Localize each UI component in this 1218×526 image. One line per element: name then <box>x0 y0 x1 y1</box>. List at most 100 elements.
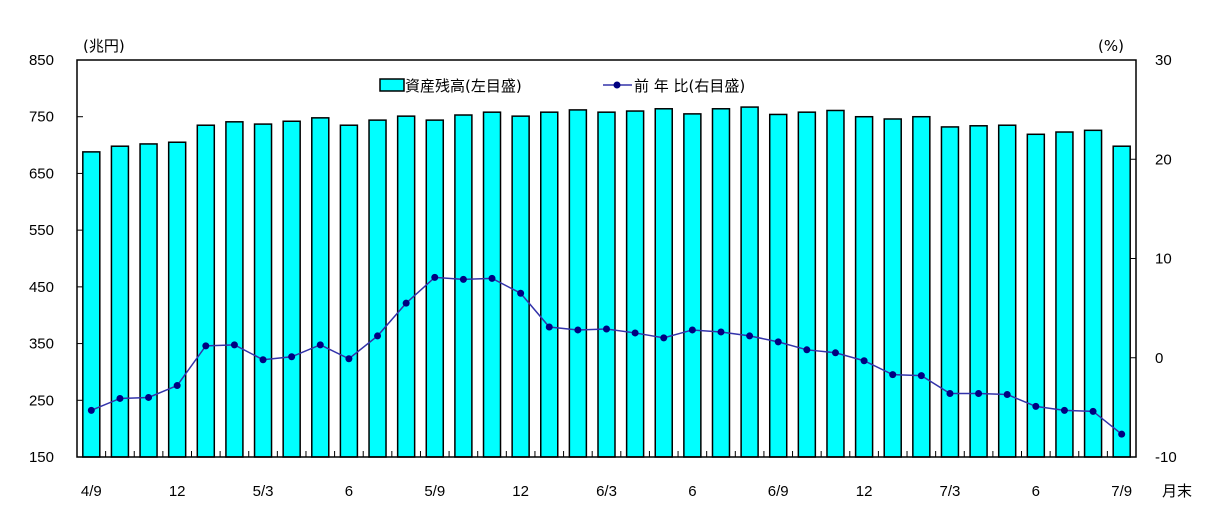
bar <box>1112 145 1131 458</box>
x-tick-label: 12 <box>512 483 529 500</box>
data-point <box>975 389 983 397</box>
bar <box>225 121 244 458</box>
data-point <box>202 342 210 350</box>
x-tick-label: 6/9 <box>768 483 789 500</box>
data-point <box>688 326 696 334</box>
bar <box>969 125 988 458</box>
legend-marker-icon <box>613 81 621 89</box>
x-axis-ticks <box>105 451 1108 457</box>
right-tick-label: 10 <box>1155 251 1172 268</box>
data-point <box>145 393 153 401</box>
legend-line-label: 前 年 比(右目盛) <box>634 77 745 95</box>
data-point <box>774 338 782 346</box>
bar <box>511 115 530 458</box>
x-tick-label: 12 <box>169 483 186 500</box>
bar <box>854 115 874 458</box>
data-point <box>803 346 811 354</box>
left-tick-label: 150 <box>29 449 54 466</box>
bar <box>110 145 130 458</box>
x-tick-label: 7/9 <box>1111 483 1132 500</box>
data-point <box>230 341 238 349</box>
right-y-axis: -10 0 10 20 30 <box>1130 52 1177 466</box>
x-tick-label: 6 <box>345 483 353 500</box>
data-point <box>402 299 410 307</box>
x-axis-labels: 4/9 12 5/3 6 5/9 12 6/3 6 6/9 12 7/3 6 7/9 <box>81 483 1132 500</box>
x-tick-label: 6 <box>1032 483 1040 500</box>
bar <box>883 118 902 458</box>
data-point <box>1089 407 1097 415</box>
left-axis-unit: (兆円) <box>83 37 125 55</box>
legend: 資産残高(左目盛) 前 年 比(右目盛) <box>379 77 745 95</box>
data-point <box>917 372 925 380</box>
left-tick-label: 250 <box>29 392 54 409</box>
bar <box>311 117 330 458</box>
bar <box>940 126 960 458</box>
data-point <box>345 355 353 363</box>
x-tick-label: 4/9 <box>81 483 102 500</box>
x-tick-label: 7/3 <box>940 483 961 500</box>
bar <box>282 120 301 458</box>
bar <box>253 123 273 458</box>
line-series-yoy <box>87 273 1126 438</box>
right-tick-label: -10 <box>1155 449 1177 466</box>
bar <box>167 141 187 458</box>
data-point <box>459 275 467 283</box>
legend-bar-swatch <box>379 78 405 92</box>
x-tick-label: 5/9 <box>424 483 445 500</box>
right-axis-unit: (%) <box>1098 37 1124 55</box>
bar <box>482 111 502 458</box>
data-point <box>660 334 668 342</box>
data-point <box>374 332 382 340</box>
data-point <box>488 274 496 282</box>
data-point <box>1060 406 1068 414</box>
bar <box>196 124 216 458</box>
bar <box>740 106 759 458</box>
bar <box>597 111 616 458</box>
bar <box>997 124 1017 458</box>
left-tick-label: 850 <box>29 52 54 69</box>
bar <box>683 113 702 458</box>
bar-series-asset-balance <box>82 106 1131 458</box>
left-tick-label: 750 <box>29 109 54 126</box>
data-point <box>574 326 582 334</box>
data-point <box>860 357 868 365</box>
data-point <box>1118 430 1126 438</box>
left-y-axis: 150 250 350 450 550 650 750 850 <box>29 52 83 466</box>
left-tick-label: 650 <box>29 165 54 182</box>
right-tick-label: 0 <box>1155 350 1163 367</box>
data-point <box>316 341 324 349</box>
right-tick-label: 30 <box>1155 52 1172 69</box>
bar <box>425 119 445 458</box>
data-point <box>116 394 124 402</box>
legend-bar-label: 資産残高(左目盛) <box>405 77 522 95</box>
data-point <box>1003 390 1011 398</box>
data-point <box>946 389 954 397</box>
bar <box>568 109 588 458</box>
bar <box>654 108 673 458</box>
bar <box>339 124 359 458</box>
data-point <box>631 329 639 337</box>
x-tick-label: 6/3 <box>596 483 617 500</box>
x-axis-suffix: 月末 <box>1162 482 1192 500</box>
data-point <box>603 325 610 333</box>
data-point <box>173 382 181 390</box>
bar <box>396 115 416 458</box>
bar <box>540 111 559 458</box>
bar <box>139 143 158 458</box>
data-point <box>831 349 839 357</box>
data-point <box>1032 402 1040 410</box>
data-point <box>288 353 296 361</box>
x-tick-label: 6 <box>688 483 696 500</box>
left-tick-label: 550 <box>29 222 54 239</box>
left-tick-label: 450 <box>29 279 54 296</box>
bar <box>797 111 817 458</box>
bar <box>912 115 931 458</box>
bar <box>368 119 387 458</box>
bar <box>768 113 788 458</box>
data-point <box>259 356 267 364</box>
bar <box>454 114 473 458</box>
data-point <box>87 406 95 414</box>
x-tick-label: 12 <box>856 483 873 500</box>
bar <box>826 109 845 458</box>
